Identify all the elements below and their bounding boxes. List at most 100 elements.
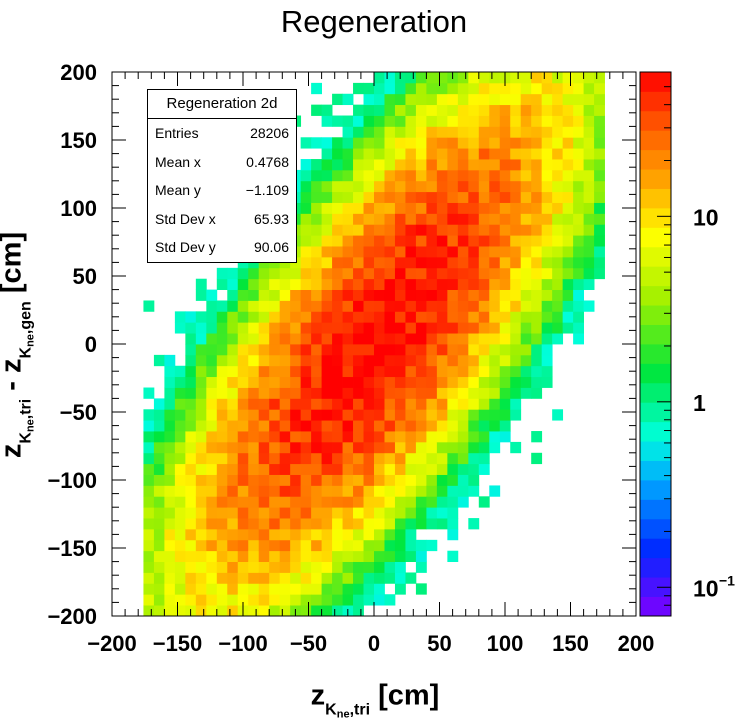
colorbar-segment [640,110,671,131]
heatmap-cell [164,463,176,475]
heatmap-cell [562,159,574,171]
heatmap-cell [436,496,448,508]
heatmap-cell [195,507,207,519]
heatmap-cell [332,539,343,552]
x-tick-label: −200 [87,631,137,656]
heatmap-cell [300,311,312,323]
heatmap-cell [321,213,333,225]
heatmap-cell [195,431,207,443]
heatmap-cell [174,539,186,552]
heatmap-cell [436,267,448,280]
heatmap-cell [237,354,249,367]
heatmap-cell [436,463,448,475]
heatmap-cell [216,267,228,280]
heatmap-cell [489,485,501,497]
heatmap-cell [227,572,239,584]
heatmap-cell [457,93,469,106]
heatmap-cell [552,213,564,225]
heatmap-cell [237,344,249,356]
heatmap-cell [174,605,186,617]
heatmap-cell [143,496,155,508]
heatmap-cell [185,441,197,454]
heatmap-cell [436,256,448,269]
heatmap-cell [237,485,249,497]
heatmap-cell [237,441,249,454]
heatmap-cell [237,518,249,530]
heatmap-cell [436,126,448,138]
heatmap-cell [311,180,322,193]
heatmap-cell [478,376,490,388]
heatmap-cell [311,246,322,258]
heatmap-cell [227,278,239,290]
heatmap-cell [394,441,406,454]
heatmap-cell [374,137,385,149]
heatmap-cell [552,115,564,127]
heatmap-cell [248,278,260,290]
heatmap-cell [562,72,574,84]
heatmap-cell [332,518,343,530]
heatmap-cell [457,235,469,247]
heatmap-cell [415,463,427,475]
heatmap-cell [436,518,448,530]
y-axis-label: zKne,tri - zKne,gen [cm] [0,231,37,458]
heatmap-cell [248,322,260,334]
heatmap-cell [342,115,354,127]
heatmap-cell [363,169,375,182]
heatmap-cell [541,213,553,225]
heatmap-cell [258,354,270,367]
heatmap-cell [321,605,333,617]
heatmap-cell [510,398,522,410]
heatmap-cell [269,583,281,595]
heatmap-cell [185,528,197,541]
heatmap-cell [478,354,490,367]
heatmap-cell [583,72,595,84]
heatmap-cell [353,300,364,312]
heatmap-cell [290,561,302,573]
heatmap-cell [436,474,448,486]
heatmap-cell [573,93,584,106]
heatmap-cell [248,420,260,432]
heatmap-cell [353,137,364,149]
heatmap-cell [573,148,584,160]
heatmap-cell [405,572,417,584]
heatmap-cell [269,267,281,280]
heatmap-cell [562,115,574,127]
heatmap-cell [300,137,312,149]
heatmap-cell [594,267,605,280]
heatmap-cell [447,169,459,182]
heatmap-cell [248,550,260,562]
heatmap-cell [332,180,343,193]
heatmap-cell [321,409,333,421]
heatmap-cell [531,72,543,84]
heatmap-cell [436,431,448,443]
heatmap-cell [552,224,564,236]
heatmap-cell [332,267,343,280]
heatmap-cell [583,300,595,312]
heatmap-cell [405,354,417,367]
heatmap-cell [237,278,249,290]
heatmap-cell [583,180,595,193]
heatmap-cell [227,518,239,530]
heatmap-cell [321,256,333,269]
heatmap-cell [394,289,406,301]
heatmap-cell [353,583,364,595]
heatmap-cell [552,246,564,258]
heatmap-cell [237,431,249,443]
heatmap-cell [269,354,281,367]
heatmap-cell [594,93,605,106]
heatmap-cell [227,409,239,421]
heatmap-cell [311,572,322,584]
heatmap-cell [311,354,322,367]
heatmap-cell [478,72,490,84]
heatmap-cell [541,115,553,127]
heatmap-cell [552,148,564,160]
heatmap-cell [552,333,564,345]
heatmap-cell [457,213,469,225]
heatmap-cell [552,300,564,312]
heatmap-cell [185,409,197,421]
heatmap-cell [174,387,186,399]
heatmap-cell [541,289,553,301]
heatmap-cell [426,148,438,160]
heatmap-cell [541,180,553,193]
heatmap-cell [237,572,249,584]
